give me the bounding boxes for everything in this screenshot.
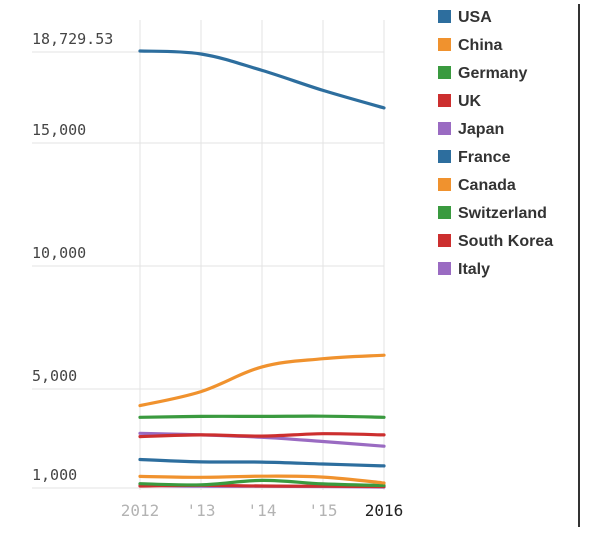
legend-label-japan: Japan <box>458 121 504 138</box>
x-tick-label: '13 <box>187 501 216 520</box>
x-tick-label: '15 <box>309 501 338 520</box>
legend-swatch-south-korea <box>438 234 451 247</box>
y-tick-label: 1,000 <box>32 466 77 484</box>
legend-swatch-china <box>438 38 451 51</box>
legend-label-china: China <box>458 37 503 54</box>
y-tick-label: 18,729.53 <box>32 30 113 48</box>
y-tick-label: 15,000 <box>32 121 86 139</box>
series-line-canada <box>138 474 386 485</box>
legend-label-france: France <box>458 149 511 166</box>
legend-swatch-canada <box>438 178 451 191</box>
legend-label-uk: UK <box>458 93 482 110</box>
legend-label-italy: Italy <box>458 261 490 278</box>
legend-label-usa: USA <box>458 9 492 26</box>
legend-swatch-italy <box>438 262 451 275</box>
legend-swatch-japan <box>438 122 451 135</box>
x-axis-ticks: 2012 '13 '14 '15 2016 <box>121 501 404 520</box>
series-line-france <box>138 457 386 468</box>
series-line-usa <box>138 49 386 110</box>
x-tick-label: 2012 <box>121 501 160 520</box>
legend-label-switzerland: Switzerland <box>458 205 547 222</box>
legend-label-south-korea: South Korea <box>458 233 553 250</box>
legend-label-canada: Canada <box>458 177 516 194</box>
legend: USA China Germany UK Japan France Canada Switze… <box>438 9 553 278</box>
x-tick-label: 2016 <box>365 501 404 520</box>
legend-swatch-france <box>438 150 451 163</box>
series-line-germany <box>138 414 386 419</box>
legend-label-germany: Germany <box>458 65 527 82</box>
y-axis-ticks: 18,729.53 15,000 10,000 5,000 1,000 <box>32 30 113 484</box>
legend-swatch-usa <box>438 10 451 23</box>
series-lines <box>138 49 386 489</box>
x-tick-label: '14 <box>248 501 277 520</box>
series-line-uk <box>138 432 386 439</box>
series-line-china <box>138 353 386 408</box>
legend-swatch-switzerland <box>438 206 451 219</box>
y-tick-label: 5,000 <box>32 367 77 385</box>
series-line-switzerland <box>138 478 386 488</box>
grid <box>32 20 385 490</box>
legend-swatch-germany <box>438 66 451 79</box>
y-tick-label: 10,000 <box>32 244 86 262</box>
legend-swatch-uk <box>438 94 451 107</box>
